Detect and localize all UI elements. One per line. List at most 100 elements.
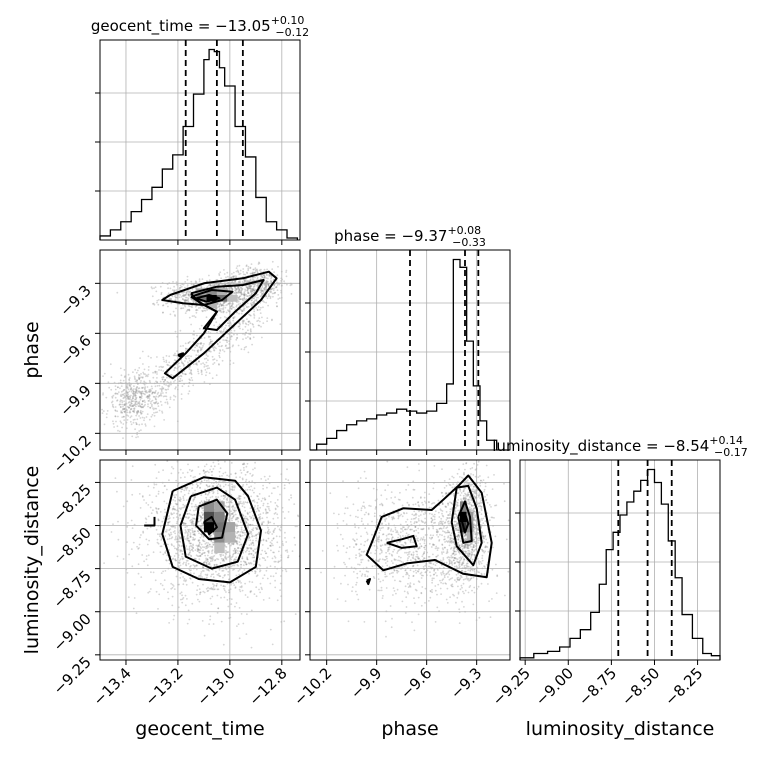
sample-point <box>304 600 306 602</box>
sample-point <box>180 591 183 594</box>
sample-point <box>164 388 167 391</box>
sample-point <box>211 587 214 590</box>
sample-point <box>114 409 117 412</box>
sample-point <box>212 573 215 575</box>
sample-point <box>198 574 201 577</box>
sample-point <box>188 390 191 393</box>
sample-point <box>165 398 168 401</box>
sample-point <box>148 539 151 542</box>
sample-point <box>285 275 288 278</box>
sample-point <box>182 291 185 294</box>
sample-point <box>284 549 287 552</box>
sample-point <box>201 546 204 548</box>
sample-point <box>130 383 132 386</box>
sample-point <box>458 544 461 547</box>
sample-point <box>453 520 456 523</box>
sample-point <box>145 375 147 378</box>
sample-point <box>144 373 147 376</box>
sample-point <box>231 305 233 307</box>
sample-point <box>158 533 161 536</box>
sample-point <box>145 558 148 561</box>
sample-point <box>234 292 236 295</box>
sample-point <box>159 380 162 383</box>
sample-point <box>252 323 255 326</box>
sample-point <box>172 467 175 470</box>
sample-point <box>246 271 248 274</box>
sample-point <box>227 322 230 325</box>
sample-point <box>242 551 245 554</box>
sample-point <box>147 355 150 358</box>
sample-point <box>183 561 185 564</box>
sample-point <box>183 299 186 302</box>
sample-point <box>159 388 162 390</box>
sample-point <box>243 297 246 299</box>
sample-point <box>175 538 178 541</box>
sample-point <box>188 552 191 554</box>
sample-point <box>137 410 140 413</box>
sample-point <box>248 532 251 535</box>
sample-point <box>231 489 234 492</box>
sample-point <box>188 548 191 551</box>
sample-point <box>273 555 276 558</box>
sample-point <box>279 323 282 326</box>
sample-point <box>155 477 158 479</box>
sample-point <box>259 582 262 585</box>
sample-point <box>189 542 192 545</box>
sample-point <box>225 304 228 307</box>
sample-point <box>278 297 281 300</box>
sample-point <box>214 559 216 562</box>
sample-point <box>262 306 264 309</box>
sample-point <box>145 502 148 504</box>
sample-point <box>251 541 254 544</box>
sample-point <box>224 327 227 329</box>
sample-point <box>164 535 167 537</box>
sample-point <box>170 302 173 305</box>
sample-point <box>457 529 459 531</box>
sample-point <box>148 394 151 396</box>
sample-point <box>238 291 241 294</box>
sample-point <box>158 394 161 397</box>
sample-point <box>180 393 183 395</box>
sample-point <box>174 500 177 502</box>
sample-point <box>456 535 459 538</box>
sample-point <box>200 494 203 497</box>
sample-point <box>148 398 151 400</box>
sample-point <box>185 299 188 302</box>
sample-point <box>196 363 199 366</box>
sample-point <box>200 369 203 372</box>
sample-point <box>467 544 470 547</box>
sample-point <box>240 563 242 566</box>
sample-point <box>139 390 141 393</box>
sample-point <box>243 280 246 283</box>
sample-point <box>168 622 171 624</box>
sample-point <box>240 423 242 425</box>
sample-point <box>464 544 467 546</box>
sample-point <box>199 342 202 345</box>
sample-point <box>224 565 227 568</box>
sample-point <box>226 271 229 274</box>
sample-point <box>249 302 252 305</box>
sample-point <box>251 528 254 531</box>
sample-point <box>223 316 226 318</box>
sample-point <box>145 391 147 394</box>
sample-point <box>223 301 226 304</box>
sample-point <box>473 513 475 515</box>
sample-point <box>135 389 138 391</box>
sample-point <box>251 271 254 274</box>
sample-point <box>203 634 206 637</box>
sample-point <box>214 559 217 561</box>
sample-point <box>247 305 250 308</box>
sample-point <box>166 554 169 557</box>
sample-point <box>122 423 125 425</box>
sample-point <box>167 597 170 600</box>
sample-point <box>159 551 162 554</box>
sample-point <box>209 615 212 618</box>
sample-point <box>188 355 190 357</box>
sample-point <box>191 545 193 548</box>
sample-point <box>181 362 183 364</box>
sample-point <box>256 277 259 280</box>
sample-point <box>138 391 141 394</box>
sample-point <box>257 514 260 516</box>
sample-point <box>253 499 256 501</box>
sample-point <box>241 321 244 323</box>
